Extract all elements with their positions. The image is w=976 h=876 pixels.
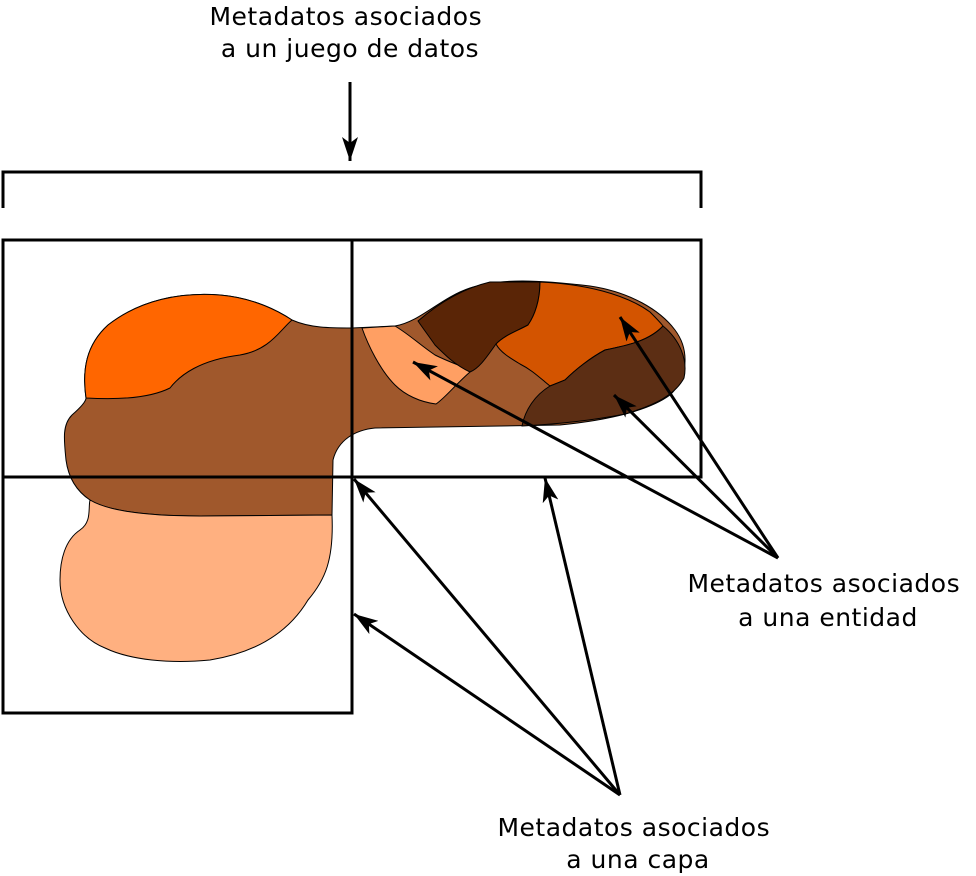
layer-arrow-top-left [352,478,622,796]
layer-label-line-2: a una capa [566,845,709,874]
entity-darkbrown-region [521,325,686,427]
layer-frame-top-right [350,238,703,479]
dataset-label-line-2: a un juego de datos [221,34,479,63]
entity-label: Metadatos asociados a una entidad [687,569,968,632]
dataset-label-line-1: Metadatos asociados [209,2,482,31]
entity-arrow-salmon [412,360,779,560]
entity-arrow-darkbrown [612,393,780,560]
dataset-bracket [1,170,703,208]
layer-arrow-top-right [542,477,622,796]
layer-label: Metadatos asociados a una capa [497,813,778,874]
entity-label-line-2: a una entidad [738,603,918,632]
layer-label-line-1: Metadatos asociados [497,813,770,842]
dataset-label: Metadatos asociados a un juego de datos [209,2,490,63]
layer-arrow-bottom-left [353,612,621,797]
entity-arrow-rust [618,316,780,559]
layer-frame-bottom-left [1,475,354,715]
entity-light-region [59,499,333,662]
entity-label-line-1: Metadatos asociados [687,569,960,598]
entity-orange-region [84,293,293,400]
